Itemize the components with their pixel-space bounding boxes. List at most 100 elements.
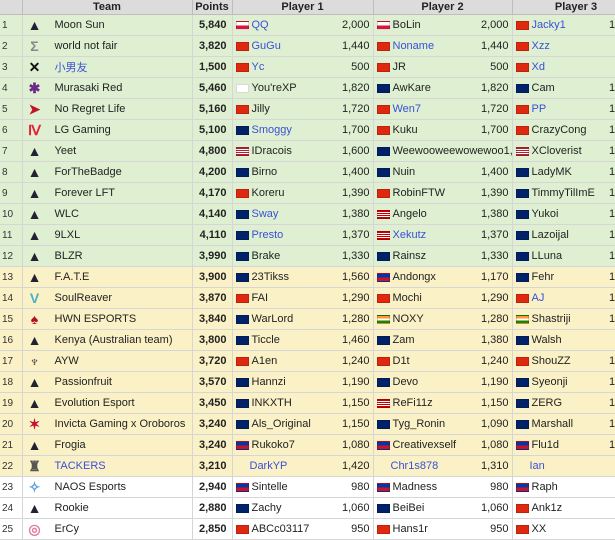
player-name[interactable]: INKXTH — [251, 397, 292, 410]
player-name[interactable]: Jilly — [251, 103, 270, 116]
player-name[interactable]: Zam — [392, 334, 415, 347]
tackers-logo-icon[interactable]: ♜ — [28, 458, 41, 474]
team-name[interactable]: Passionfruit — [54, 376, 112, 388]
team-cell[interactable]: V SoulReaver — [22, 287, 193, 309]
team-name[interactable]: F.A.T.E — [54, 271, 90, 283]
player-name[interactable]: Noname — [392, 40, 435, 53]
player-name[interactable]: Sintelle — [251, 481, 288, 494]
apex-logo-icon[interactable]: ▲ — [27, 206, 42, 222]
player-name[interactable]: Fehr — [531, 271, 555, 284]
player-name[interactable]: Koreru — [251, 187, 285, 200]
team-cell[interactable]: ▲ Moon Sun — [22, 14, 193, 36]
player-name[interactable]: Andongx — [392, 271, 436, 284]
apex-logo-icon[interactable]: ▲ — [27, 143, 42, 159]
player-name[interactable]: Birno — [251, 166, 278, 179]
team-cell[interactable]: ◎ ErCy — [22, 518, 193, 540]
player-name[interactable]: WarLord — [251, 313, 294, 326]
player-name[interactable]: Mochi — [392, 292, 422, 305]
player-name[interactable]: Wen7 — [392, 103, 422, 116]
player-name[interactable]: TimmyTilImE — [531, 187, 595, 200]
ercy-logo-icon[interactable]: ◎ — [28, 521, 41, 537]
apex-logo-icon[interactable]: ▲ — [27, 332, 42, 348]
player-name[interactable]: Lazoijal — [531, 229, 569, 242]
player-name[interactable]: Walsh — [531, 334, 562, 347]
player-name[interactable]: ReFi11z — [392, 397, 433, 410]
player-name[interactable]: Xekutz — [392, 229, 427, 242]
player-name[interactable]: Kuku — [392, 124, 418, 137]
team-name[interactable]: HWN ESPORTS — [54, 313, 137, 325]
player-name[interactable]: Sway — [251, 208, 279, 221]
team-name[interactable]: LG Gaming — [54, 124, 111, 136]
hwn-logo-icon[interactable]: ♠ — [30, 311, 39, 327]
player-name[interactable]: Rainsz — [392, 250, 427, 263]
lg-logo-icon[interactable]: Ⅳ — [28, 122, 41, 138]
player-name[interactable]: LadyMK — [531, 166, 572, 179]
wing-logo-icon[interactable]: V — [29, 290, 40, 306]
team-name[interactable]: WLC — [54, 208, 79, 220]
player-name[interactable]: XX — [531, 523, 547, 536]
apex-logo-icon[interactable]: ▲ — [27, 185, 42, 201]
team-name[interactable]: Evolution Esport — [54, 397, 135, 409]
player-name[interactable]: Rukoko7 — [251, 439, 295, 452]
team-name[interactable]: Kenya (Australian team) — [54, 334, 173, 346]
team-cell[interactable]: ♆ AYW — [22, 350, 193, 372]
team-name[interactable]: world not fair — [54, 40, 118, 52]
player1-header[interactable]: Player 1 — [232, 0, 374, 15]
team-name[interactable]: ForTheBadge — [54, 166, 122, 178]
team-name[interactable]: 9LXL — [54, 229, 81, 241]
player-name[interactable]: Chr1s878 — [390, 460, 439, 473]
team-cell[interactable]: ▲ Forever LFT — [22, 182, 193, 204]
player-name[interactable]: BeiBei — [392, 502, 425, 515]
player-name[interactable]: Cam — [531, 82, 555, 95]
team-cell[interactable]: ✶ Invicta Gaming x Oroboros — [22, 413, 193, 435]
x-logo-icon[interactable]: ✕ — [28, 59, 41, 75]
player-name[interactable]: Hans1r — [392, 523, 428, 536]
team-name[interactable]: Invicta Gaming x Oroboros — [54, 418, 186, 430]
player-name[interactable]: Ticcle — [251, 334, 280, 347]
player-name[interactable]: Zachy — [251, 502, 282, 515]
player-name[interactable]: NOXY — [392, 313, 424, 326]
player-name[interactable]: Shastriji — [531, 313, 571, 326]
team-cell[interactable]: ▲ WLC — [22, 203, 193, 225]
team-name[interactable]: TACKERS — [54, 460, 106, 472]
team-name[interactable]: No Regret Life — [54, 103, 126, 115]
player-name[interactable]: You'reXP — [251, 82, 297, 95]
apex-logo-icon[interactable]: ▲ — [27, 227, 42, 243]
player2-header[interactable]: Player 2 — [373, 0, 513, 15]
player-name[interactable]: Flu1d — [531, 439, 560, 452]
team-name[interactable]: Moon Sun — [54, 19, 105, 31]
player-name[interactable]: Ank1z — [531, 502, 563, 515]
player-name[interactable]: Weewooweewowewoo — [392, 145, 504, 158]
invicta-logo-icon[interactable]: ✶ — [28, 416, 41, 432]
team-cell[interactable]: ♠ HWN ESPORTS — [22, 308, 193, 330]
team-cell[interactable]: ➤ No Regret Life — [22, 98, 193, 120]
team-cell[interactable]: ▲ 9LXL — [22, 224, 193, 246]
team-cell[interactable]: ✱ Murasaki Red — [22, 77, 193, 99]
player-name[interactable]: Brake — [251, 250, 281, 263]
player-name[interactable]: BoLin — [392, 19, 421, 32]
player-name[interactable]: Hannzi — [251, 376, 286, 389]
player-name[interactable]: GuGu — [251, 40, 281, 53]
points-header[interactable]: Points — [192, 0, 233, 15]
apex-logo-icon[interactable]: ▲ — [27, 269, 42, 285]
player-name[interactable]: IDracois — [251, 145, 292, 158]
team-name[interactable]: Rookie — [54, 502, 89, 514]
player-name[interactable]: ZERG — [531, 397, 563, 410]
player-name[interactable]: AJ — [531, 292, 545, 305]
player-name[interactable]: Presto — [251, 229, 284, 242]
team-cell[interactable]: ▲ Yeet — [22, 140, 193, 162]
team-name[interactable]: ErCy — [54, 523, 79, 535]
apex-logo-icon[interactable]: ▲ — [27, 374, 42, 390]
apex-logo-icon[interactable]: ▲ — [27, 164, 42, 180]
team-cell[interactable]: ✧ NAOS Esports — [22, 476, 193, 498]
team-cell[interactable]: ▲ Evolution Esport — [22, 392, 193, 414]
apex-logo-icon[interactable]: ▲ — [27, 500, 42, 516]
player-name[interactable]: LLuna — [531, 250, 563, 263]
player-name[interactable]: Nuin — [392, 166, 416, 179]
player-name[interactable]: Als_Original — [251, 418, 311, 431]
player-name[interactable]: Tyg_Ronin — [392, 418, 446, 431]
player-name[interactable]: FAI — [251, 292, 269, 305]
player-name[interactable]: PP — [531, 103, 547, 116]
player-name[interactable]: Yc — [251, 61, 265, 74]
sigma-logo-icon[interactable]: Σ — [30, 38, 39, 54]
